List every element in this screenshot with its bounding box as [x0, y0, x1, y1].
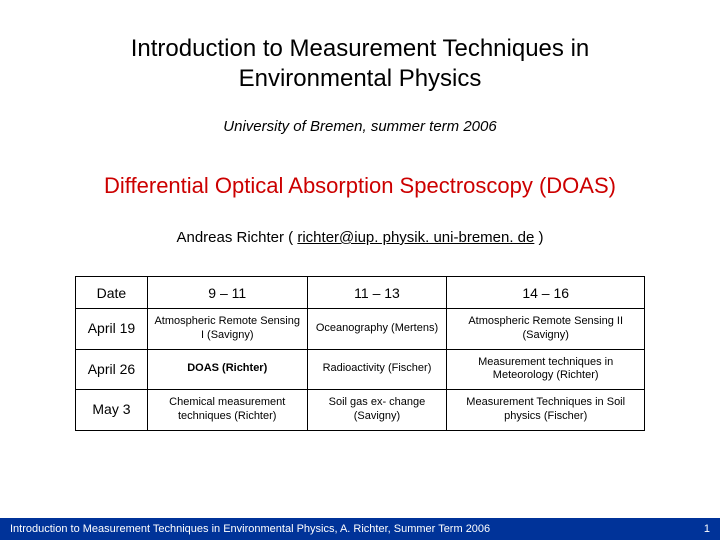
author-prefix: Andreas Richter ( — [176, 229, 297, 246]
cell-date: April 26 — [76, 349, 148, 390]
table-row: April 19 Atmospheric Remote Sensing I (S… — [76, 309, 645, 350]
header-slot-3: 14 – 16 — [447, 277, 645, 309]
cell: Measurement Techniques in Soil physics (… — [447, 390, 645, 431]
slide-subtitle: University of Bremen, summer term 2006 — [40, 118, 680, 135]
slide-author: Andreas Richter ( richter@iup. physik. u… — [40, 229, 680, 246]
author-email-link[interactable]: richter@iup. physik. uni-bremen. de — [297, 229, 534, 246]
title-line-1: Introduction to Measurement Techniques i… — [131, 35, 590, 62]
schedule-table-wrap: Date 9 – 11 11 – 13 14 – 16 April 19 Atm… — [40, 276, 680, 431]
footer-text: Introduction to Measurement Techniques i… — [10, 523, 490, 535]
table-row: May 3 Chemical measurement techniques (R… — [76, 390, 645, 431]
slide-title: Introduction to Measurement Techniques i… — [40, 34, 680, 94]
cell: DOAS (Richter) — [147, 349, 307, 390]
cell-date: April 19 — [76, 309, 148, 350]
cell-date: May 3 — [76, 390, 148, 431]
cell: Oceanography (Mertens) — [307, 309, 447, 350]
slide-container: Introduction to Measurement Techniques i… — [0, 0, 720, 540]
cell: Atmospheric Remote Sensing I (Savigny) — [147, 309, 307, 350]
title-line-2: Environmental Physics — [239, 65, 482, 92]
header-slot-1: 9 – 11 — [147, 277, 307, 309]
page-number: 1 — [704, 523, 710, 535]
header-slot-2: 11 – 13 — [307, 277, 447, 309]
schedule-table: Date 9 – 11 11 – 13 14 – 16 April 19 Atm… — [75, 276, 645, 431]
author-suffix: ) — [534, 229, 543, 246]
cell: Measurement techniques in Meteorology (R… — [447, 349, 645, 390]
slide-footer: Introduction to Measurement Techniques i… — [0, 518, 720, 540]
table-header-row: Date 9 – 11 11 – 13 14 – 16 — [76, 277, 645, 309]
cell: Atmospheric Remote Sensing II (Savigny) — [447, 309, 645, 350]
cell: Radioactivity (Fischer) — [307, 349, 447, 390]
header-date: Date — [76, 277, 148, 309]
table-body: April 19 Atmospheric Remote Sensing I (S… — [76, 309, 645, 431]
cell: Chemical measurement techniques (Richter… — [147, 390, 307, 431]
table-row: April 26 DOAS (Richter) Radioactivity (F… — [76, 349, 645, 390]
slide-topic: Differential Optical Absorption Spectros… — [40, 173, 680, 199]
cell: Soil gas ex- change (Savigny) — [307, 390, 447, 431]
